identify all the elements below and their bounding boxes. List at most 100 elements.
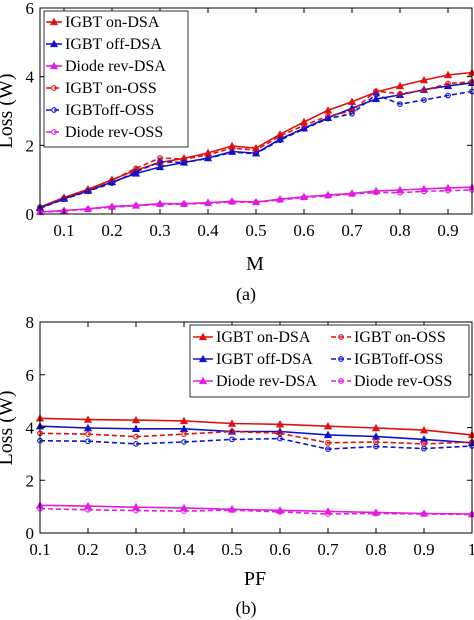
panel-a-point-diode-rev-oss xyxy=(205,200,211,207)
panel-a-ytick-label: 0 xyxy=(26,205,35,224)
panel-a-legend-entry-diode-rev-oss: Diode rev-OSS xyxy=(46,124,163,141)
panel-a-point-igbtoff-oss xyxy=(133,168,139,175)
panel-b-point-igbt-on-oss xyxy=(277,430,283,437)
panel-a-legend-entry-igbt-on-oss: IGBT on-OSS xyxy=(46,80,157,97)
panel-b-point-diode-rev-oss xyxy=(133,507,139,514)
panel-a-point-igbt-off-dsa xyxy=(155,162,165,171)
panel-a-point-igbt-on-oss xyxy=(157,155,163,161)
panel-a-line-diode-rev-oss xyxy=(39,189,473,214)
panel-a-xlabel: M xyxy=(246,253,264,275)
panel-a-point-igbtoff-oss xyxy=(61,196,67,203)
panel-a-xtick-label: 0.4 xyxy=(197,221,219,240)
panel-b-xtick-label: 0.9 xyxy=(413,540,434,559)
panel-a-point-diode-rev-oss xyxy=(253,199,259,206)
panel-b-xtick-label: 0.8 xyxy=(365,540,386,559)
panel-a-point-igbt-on-dsa xyxy=(419,75,429,84)
panel-a-point-diode-rev-oss xyxy=(157,201,163,208)
panel-b-point-diode-rev-oss xyxy=(85,506,91,513)
panel-a-point-igbtoff-oss xyxy=(325,115,331,122)
panel-b-series-igbtoff-oss xyxy=(37,435,474,452)
panel-b-point-diode-rev-oss xyxy=(421,511,427,517)
panel-a-point-diode-rev-oss xyxy=(277,197,283,203)
panel-b-ytick-label: 6 xyxy=(26,366,35,385)
panel-b-point-igbt-on-dsa xyxy=(179,416,189,425)
panel-a-xtick-label: 0.8 xyxy=(389,221,410,240)
panel-a-point-igbtoff-oss xyxy=(253,150,259,157)
panel-a-legend-marker xyxy=(49,39,59,48)
panel-b-caption: (b) xyxy=(236,598,257,619)
panel-b-point-igbt-on-dsa xyxy=(131,415,141,424)
panel-a-point-igbtoff-oss xyxy=(301,126,307,132)
panel-b-xtick-label: 0.2 xyxy=(77,540,98,559)
panel-a-point-igbt-on-dsa xyxy=(443,70,453,79)
panel-a-ytick-label: 2 xyxy=(26,136,35,155)
panel-a-xtick-label: 0.7 xyxy=(341,221,363,240)
panel-b-line-igbtoff-oss xyxy=(39,437,473,450)
panel-b-point-igbt-on-oss xyxy=(229,428,235,435)
panel-b-point-igbt-on-oss xyxy=(85,431,91,437)
panel-a-point-igbtoff-oss xyxy=(349,110,355,117)
panel-a-point-igbtoff-oss xyxy=(397,101,403,107)
panel-a-point-igbtoff-oss xyxy=(445,92,451,99)
panel-b-point-igbtoff-oss xyxy=(373,443,379,450)
panel-b-legend-marker xyxy=(338,356,344,362)
panel-b-point-diode-rev-oss xyxy=(373,510,379,517)
panel-a-ytick-label: 6 xyxy=(26,0,35,18)
panel-a-legend-marker xyxy=(51,107,57,113)
panel-b-xlabel: PF xyxy=(244,568,266,590)
panel-a-xtick-label: 0.9 xyxy=(437,221,458,240)
panel-b-legend-entry-igbt-off-dsa: IGBT off-DSA xyxy=(193,351,313,368)
panel-a-point-igbt-on-oss xyxy=(445,80,451,87)
panel-b-xtick-label: 0.7 xyxy=(317,540,339,559)
panel-a-line-igbtoff-oss xyxy=(39,90,473,209)
panel-a-point-igbt-off-dsa xyxy=(371,94,381,103)
panel-a-point-igbt-on-dsa xyxy=(323,106,333,114)
panel-b-point-igbtoff-oss xyxy=(181,439,187,445)
panel-b-legend-entry-diode-rev-dsa: Diode rev-DSA xyxy=(193,373,317,390)
panel-a-legend-label: Diode rev-DSA xyxy=(65,58,166,75)
panel-a-series-diode-rev-dsa xyxy=(35,183,474,216)
panel-a-legend-label: IGBT off-DSA xyxy=(65,36,162,53)
panel-b-point-igbt-off-dsa xyxy=(131,424,141,432)
panel-b-line-igbt-on-dsa xyxy=(39,417,473,436)
panel-b-line-igbt-on-oss xyxy=(39,430,473,445)
panel-a-legend-entry-igbt-off-dsa: IGBT off-DSA xyxy=(46,36,162,53)
panel-a-point-diode-rev-oss xyxy=(373,189,379,196)
panel-b-series-diode-rev-oss xyxy=(37,505,474,518)
panel-a-caption: (a) xyxy=(236,284,256,305)
panel-a-point-diode-rev-oss xyxy=(349,191,355,197)
panel-a-point-igbtoff-oss xyxy=(109,180,115,186)
panel-b-legend-box xyxy=(189,324,470,398)
panel-b-legend-label: Diode rev-OSS xyxy=(354,373,452,390)
panel-b-legend-label: Diode rev-DSA xyxy=(216,373,317,390)
panel-a-point-igbt-on-oss xyxy=(205,152,211,158)
panel-b-series-igbt-on-oss xyxy=(37,428,474,447)
panel-b-series-igbt-off-dsa xyxy=(35,421,474,446)
panel-b-point-igbtoff-oss xyxy=(421,445,427,452)
panel-a-point-igbtoff-oss xyxy=(181,159,187,166)
panel-a-point-diode-rev-oss xyxy=(181,201,187,207)
panel-b-xtick-label: 0.6 xyxy=(269,540,290,559)
panel-b-xtick-label: 0.4 xyxy=(173,540,195,559)
panel-a-xtick-label: 0.3 xyxy=(149,221,170,240)
panel-b-point-igbt-on-oss xyxy=(325,439,331,446)
panel-a-legend-box xyxy=(43,10,189,148)
panel-b-point-igbtoff-oss xyxy=(133,441,139,447)
panel-b-ytick-label: 0 xyxy=(26,524,35,543)
panel-a-point-diode-rev-oss xyxy=(301,194,307,201)
panel-b-ytick-label: 4 xyxy=(26,419,35,438)
panel-a-point-diode-rev-oss xyxy=(397,189,403,196)
panel-b-xtick-label: 1 xyxy=(468,540,474,559)
panel-a-legend-entry-igbt-on-dsa: IGBT on-DSA xyxy=(46,14,160,31)
panel-a-series xyxy=(35,68,474,216)
panel-a-legend-label: IGBT on-OSS xyxy=(65,80,157,97)
panel-a-point-igbt-on-oss xyxy=(301,122,307,129)
panel-b-legend-label: IGBT on-DSA xyxy=(216,329,311,346)
panel-a-point-igbtoff-oss xyxy=(85,188,91,195)
panel-b-series xyxy=(35,414,474,518)
panel-a-point-igbt-on-oss xyxy=(181,156,187,162)
panel-a-ticks: 0.1 0.2 0.3 0.4 0.5 0.6 0.7 0.8 0.9 0 2 4 6 xyxy=(26,0,472,240)
panel-a-legend-marker xyxy=(51,85,57,91)
panel-b-line-diode-rev-oss xyxy=(39,507,473,516)
panel-a-point-igbtoff-oss xyxy=(373,91,379,98)
